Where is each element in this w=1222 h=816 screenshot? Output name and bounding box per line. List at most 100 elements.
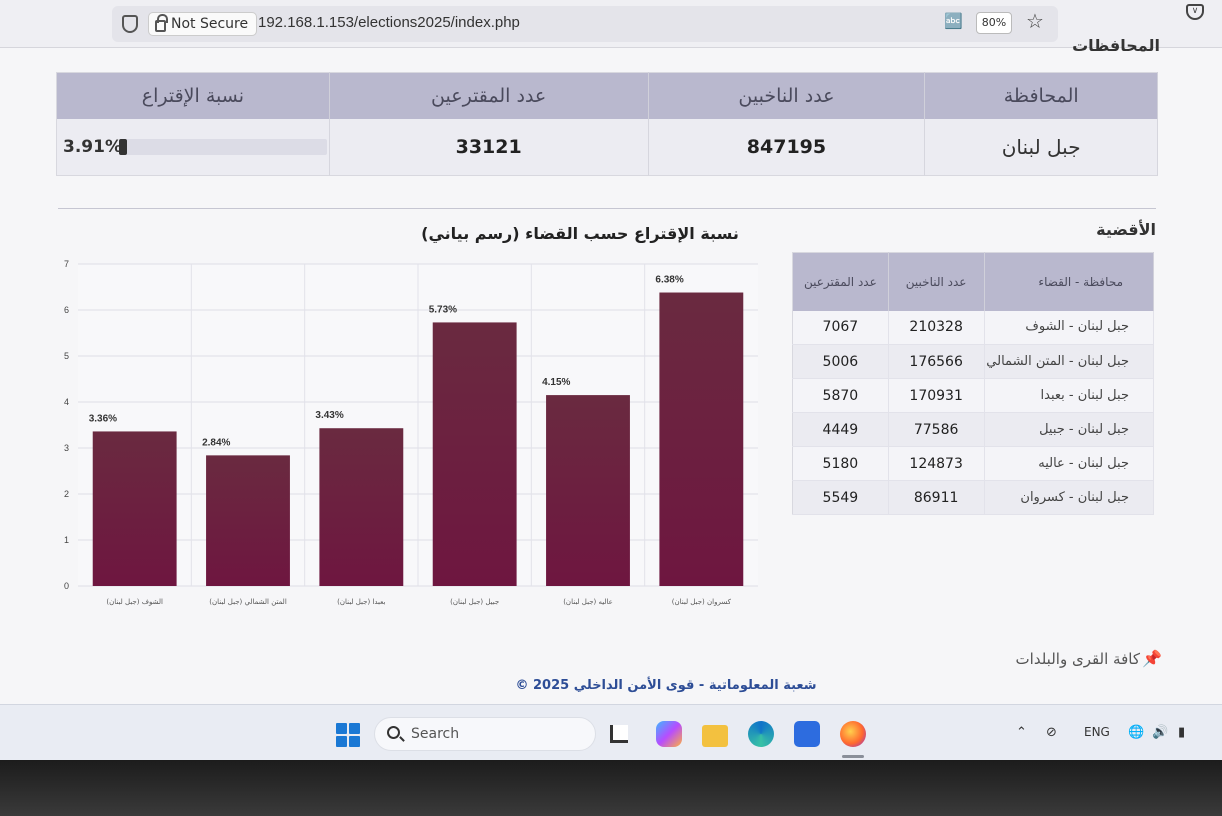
header-governorate: المحافظة <box>924 72 1158 119</box>
table-row: 7067 210328 جبل لبنان - الشوف <box>792 310 1155 345</box>
header-turnout: نسبة الإقتراع <box>56 72 330 119</box>
divider <box>58 208 1156 209</box>
file-explorer-icon[interactable] <box>702 725 728 747</box>
data-label: 3.36% <box>89 413 117 424</box>
district-voters: 77586 <box>888 412 985 447</box>
data-label: 2.84% <box>202 437 230 448</box>
not-secure-badge[interactable]: Not Secure <box>148 12 258 36</box>
district-ballots: 5180 <box>792 446 889 481</box>
table-row: 5006 176566 جبل لبنان - المتن الشمالي <box>792 344 1155 379</box>
search-placeholder: Search <box>411 726 460 742</box>
districts-title: الأقضية <box>1096 220 1156 239</box>
district-name: جبل لبنان - المتن الشمالي <box>984 344 1155 379</box>
y-tick-label: 7 <box>64 259 69 269</box>
bar <box>546 395 630 586</box>
governorates-table: نسبة الإقتراع عدد المقترعين عدد الناخبين… <box>56 72 1158 176</box>
bar <box>659 292 744 586</box>
all-villages-link[interactable]: كافة القرى والبلدات <box>1015 650 1140 668</box>
district-ballots: 5870 <box>792 378 889 413</box>
url-text[interactable]: 192.168.1.153/elections2025/index.php <box>258 14 520 31</box>
turnout-bar-chart: 0 1 2 3 4 5 6 7 3.36% الشوف (جبل لبنان) 2.84% المتن… <box>64 259 758 606</box>
header-ballots: عدد المقترعين <box>329 72 649 119</box>
taskbar-search[interactable]: Search <box>374 717 596 751</box>
x-tick-label: عاليه (جبل لبنان) <box>563 598 613 606</box>
y-tick-label: 1 <box>64 535 69 545</box>
district-name: جبل لبنان - الشوف <box>984 310 1155 345</box>
task-view-icon[interactable] <box>610 725 628 743</box>
taskbar: Search ⌃ ⊘ ENG 🌐 🔊 ▮ <box>0 704 1222 760</box>
y-tick-label: 3 <box>64 443 69 453</box>
header-ballots: عدد المقترعين <box>792 252 889 311</box>
zoom-level[interactable]: 80% <box>976 12 1012 34</box>
bookmark-star-icon[interactable]: ☆ <box>1026 9 1044 33</box>
turnout-value: 3.91% <box>63 136 122 157</box>
search-icon <box>387 726 400 739</box>
header-voters: عدد الناخبين <box>888 252 985 311</box>
address-bar[interactable]: Not Secure 192.168.1.153/elections2025/i… <box>112 6 1058 42</box>
lock-icon <box>155 14 168 32</box>
y-tick-label: 6 <box>64 305 69 315</box>
data-label: 5.73% <box>429 304 457 315</box>
page-content: المحافظات نسبة الإقتراع عدد المقترعين عد… <box>0 36 1222 704</box>
table-row: 3.91% 33121 847195 جبل لبنان <box>56 118 1158 176</box>
header-voters: عدد الناخبين <box>648 72 926 119</box>
chevron-up-icon[interactable]: ⌃ <box>1016 725 1027 740</box>
network-off-icon[interactable]: ⊘ <box>1046 725 1057 740</box>
bar <box>319 428 404 586</box>
district-ballots: 4449 <box>792 412 889 447</box>
district-voters: 86911 <box>888 480 985 515</box>
data-label: 4.15% <box>542 377 570 388</box>
firefox-icon[interactable] <box>840 721 866 747</box>
bar <box>206 455 290 586</box>
data-label: 3.43% <box>315 410 343 421</box>
windows-start-icon[interactable] <box>336 723 360 747</box>
header-district: محافظة - القضاء <box>984 252 1155 311</box>
district-ballots: 5006 <box>792 344 889 379</box>
x-tick-label: الشوف (جبل لبنان) <box>106 598 163 606</box>
chart-title: نسبة الإقتراع حسب القضاء (رسم بياني) <box>421 224 739 243</box>
ballots-value: 33121 <box>329 118 649 176</box>
globe-icon[interactable]: 🌐 <box>1128 725 1145 740</box>
monitor-bezel <box>0 760 1222 816</box>
language-indicator[interactable]: ENG <box>1084 725 1110 739</box>
shield-icon[interactable] <box>122 15 138 33</box>
y-tick-label: 4 <box>64 397 69 407</box>
store-icon[interactable] <box>794 721 820 747</box>
district-name: جبل لبنان - جبيل <box>984 412 1155 447</box>
y-tick-label: 0 <box>64 581 69 591</box>
x-tick-label: بعبدا (جبل لبنان) <box>337 598 385 606</box>
volume-icon[interactable]: 🔊 <box>1152 725 1169 740</box>
table-row: 5180 124873 جبل لبنان - عاليه <box>792 446 1155 481</box>
district-name: جبل لبنان - عاليه <box>984 446 1155 481</box>
voters-value: 847195 <box>648 118 926 176</box>
x-tick-label: جبيل (جبل لبنان) <box>450 598 499 606</box>
not-secure-label: Not Secure <box>171 16 249 32</box>
data-label: 6.38% <box>655 275 683 286</box>
copilot-icon[interactable] <box>656 721 682 747</box>
bar <box>432 322 517 586</box>
turnout-progress-bar <box>119 138 327 155</box>
battery-icon[interactable]: ▮ <box>1178 725 1186 740</box>
district-name: جبل لبنان - كسروان <box>984 480 1155 515</box>
active-app-indicator <box>842 755 864 758</box>
pocket-icon[interactable]: ∨ <box>1186 4 1204 20</box>
district-voters: 210328 <box>888 310 985 345</box>
x-tick-label: كسروان (جبل لبنان) <box>672 598 732 606</box>
table-row: 5549 86911 جبل لبنان - كسروان <box>792 480 1155 515</box>
turnout-progress-fill <box>119 138 128 155</box>
bar <box>92 431 177 586</box>
screen: Not Secure 192.168.1.153/elections2025/i… <box>0 0 1222 760</box>
district-ballots: 5549 <box>792 480 889 515</box>
translate-icon[interactable]: 🔤 <box>944 12 963 30</box>
pin-icon: 📌 <box>1142 649 1162 668</box>
table-row: 4449 77586 جبل لبنان - جبيل <box>792 412 1155 447</box>
turnout-cell: 3.91% <box>56 118 330 176</box>
district-voters: 124873 <box>888 446 985 481</box>
districts-table: عدد المقترعين عدد الناخبين محافظة - القض… <box>792 252 1155 515</box>
district-voters: 170931 <box>888 378 985 413</box>
y-tick-label: 5 <box>64 351 69 361</box>
district-name: جبل لبنان - بعبدا <box>984 378 1155 413</box>
edge-browser-icon[interactable] <box>748 721 774 747</box>
governorate-name: جبل لبنان <box>924 118 1158 176</box>
y-tick-label: 2 <box>64 489 69 499</box>
